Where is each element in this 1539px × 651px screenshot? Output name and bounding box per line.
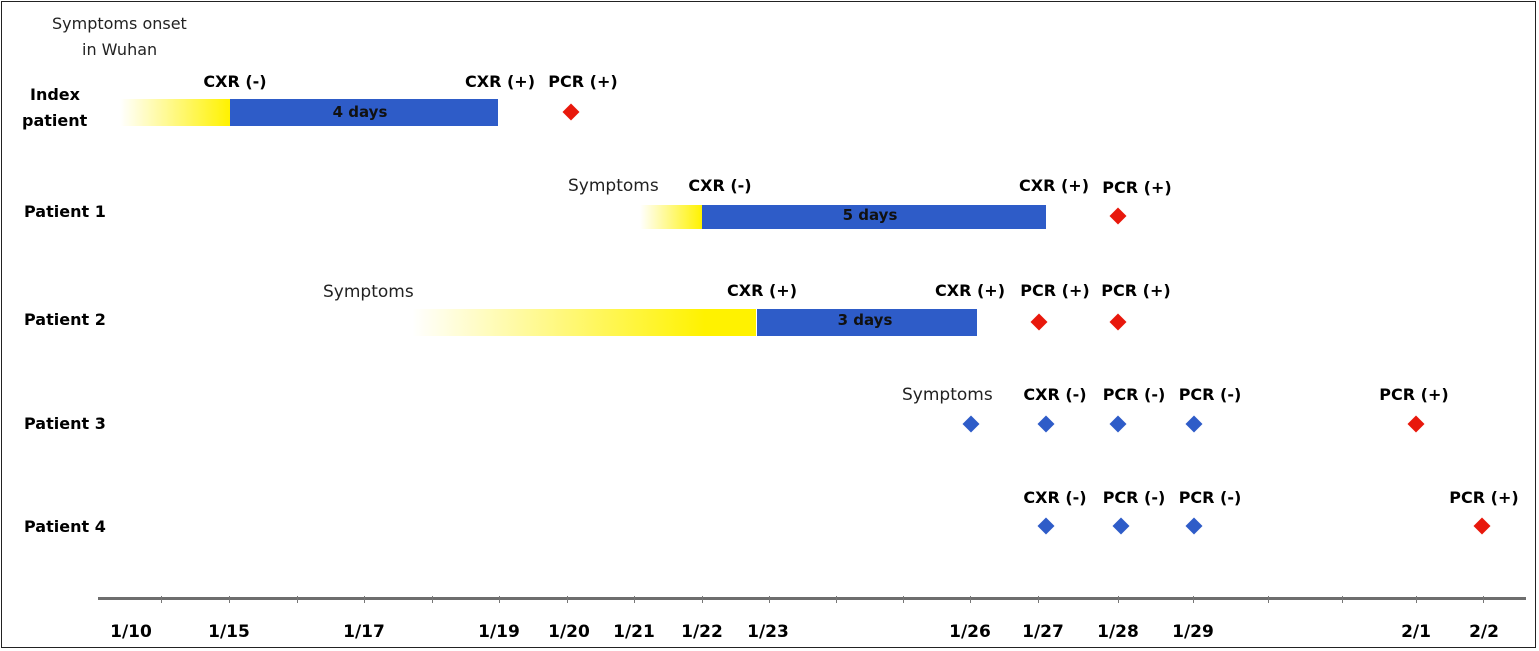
event-label-p3-pcr-pos: PCR (+) — [1379, 385, 1449, 404]
axis-tick-label: 1/27 — [1022, 622, 1064, 642]
event-label-p3-symptoms: Symptoms — [902, 385, 993, 405]
event-label-index-cxr-neg: CXR (-) — [203, 72, 267, 91]
axis-tick — [769, 596, 770, 603]
axis-tick — [903, 596, 904, 603]
event-label-p3-pcr-neg-1: PCR (-) — [1102, 385, 1166, 404]
axis-tick-label: 1/23 — [747, 622, 789, 642]
axis-tick — [1193, 596, 1194, 603]
axis-tick — [1268, 596, 1269, 603]
axis-tick — [1118, 596, 1119, 603]
event-label-p2-symptoms: Symptoms — [323, 282, 414, 302]
axis-tick — [364, 596, 365, 603]
event-label-p2-pcr-pos-2: PCR (+) — [1101, 281, 1171, 300]
axis-tick-label: 1/22 — [681, 622, 723, 642]
duration-label-p2: 3 days — [837, 311, 893, 329]
axis-tick-label: 1/15 — [208, 622, 250, 642]
event-label-p2-cxr-pos-2: CXR (+) — [935, 281, 1005, 300]
event-label-p1-cxr-neg: CXR (-) — [688, 176, 752, 195]
row-label-patient-1: Patient 1 — [24, 202, 106, 221]
time-axis — [98, 597, 1526, 600]
row-label-index-line2: patient — [22, 111, 88, 130]
event-label-p1-pcr-pos: PCR (+) — [1102, 178, 1172, 197]
onset-note-line1: Symptoms onset — [52, 14, 187, 33]
axis-tick — [432, 596, 433, 603]
event-label-p1-symptoms: Symptoms — [568, 176, 659, 196]
axis-tick-label: 1/29 — [1172, 622, 1214, 642]
axis-tick — [161, 596, 162, 603]
event-label-p1-cxr-pos: CXR (+) — [1019, 176, 1089, 195]
onset-note-line2: in Wuhan — [82, 40, 158, 59]
axis-tick — [702, 596, 703, 603]
event-label-p2-pcr-pos-1: PCR (+) — [1020, 281, 1090, 300]
axis-tick-label: 2/2 — [1469, 622, 1499, 642]
symptom-fade-p2 — [412, 309, 756, 336]
axis-tick-label: 1/28 — [1097, 622, 1139, 642]
axis-tick-label: 1/21 — [613, 622, 655, 642]
event-label-p4-pcr-neg-1: PCR (-) — [1102, 488, 1166, 507]
event-label-p4-cxr-neg: CXR (-) — [1023, 488, 1087, 507]
axis-tick-label: 1/10 — [110, 622, 152, 642]
symptom-fade-index — [120, 99, 230, 126]
duration-label-p1: 5 days — [842, 206, 898, 224]
event-label-p3-cxr-neg: CXR (-) — [1023, 385, 1087, 404]
axis-tick-label: 1/19 — [478, 622, 520, 642]
row-label-patient-2: Patient 2 — [24, 310, 106, 329]
event-label-p3-pcr-neg-2: PCR (-) — [1178, 385, 1242, 404]
event-label-index-cxr-pos: CXR (+) — [465, 72, 535, 91]
duration-bar-index: 4 days — [230, 99, 498, 126]
axis-tick — [970, 596, 971, 603]
axis-tick — [1038, 596, 1039, 603]
duration-label-index: 4 days — [332, 103, 388, 121]
event-label-p4-pcr-pos: PCR (+) — [1449, 488, 1519, 507]
event-label-p2-cxr-pos-1: CXR (+) — [727, 281, 797, 300]
axis-tick — [297, 596, 298, 603]
duration-bar-p2: 3 days — [757, 309, 977, 336]
duration-bar-p1: 5 days — [702, 205, 1046, 229]
axis-tick — [1416, 596, 1417, 603]
axis-tick-label: 1/20 — [548, 622, 590, 642]
axis-tick — [229, 596, 230, 603]
event-label-index-pcr-pos: PCR (+) — [548, 72, 618, 91]
axis-tick-label: 2/1 — [1401, 622, 1431, 642]
row-label-index-line1: Index — [30, 85, 80, 104]
symptom-fade-p1 — [640, 205, 702, 229]
axis-tick — [1342, 596, 1343, 603]
row-label-patient-4: Patient 4 — [24, 517, 106, 536]
axis-tick — [499, 596, 500, 603]
row-label-patient-3: Patient 3 — [24, 414, 106, 433]
axis-tick — [836, 596, 837, 603]
axis-tick — [1483, 596, 1484, 603]
event-label-p4-pcr-neg-2: PCR (-) — [1178, 488, 1242, 507]
axis-tick — [634, 596, 635, 603]
axis-tick-label: 1/26 — [949, 622, 991, 642]
axis-tick-label: 1/17 — [343, 622, 385, 642]
axis-tick — [567, 596, 568, 603]
